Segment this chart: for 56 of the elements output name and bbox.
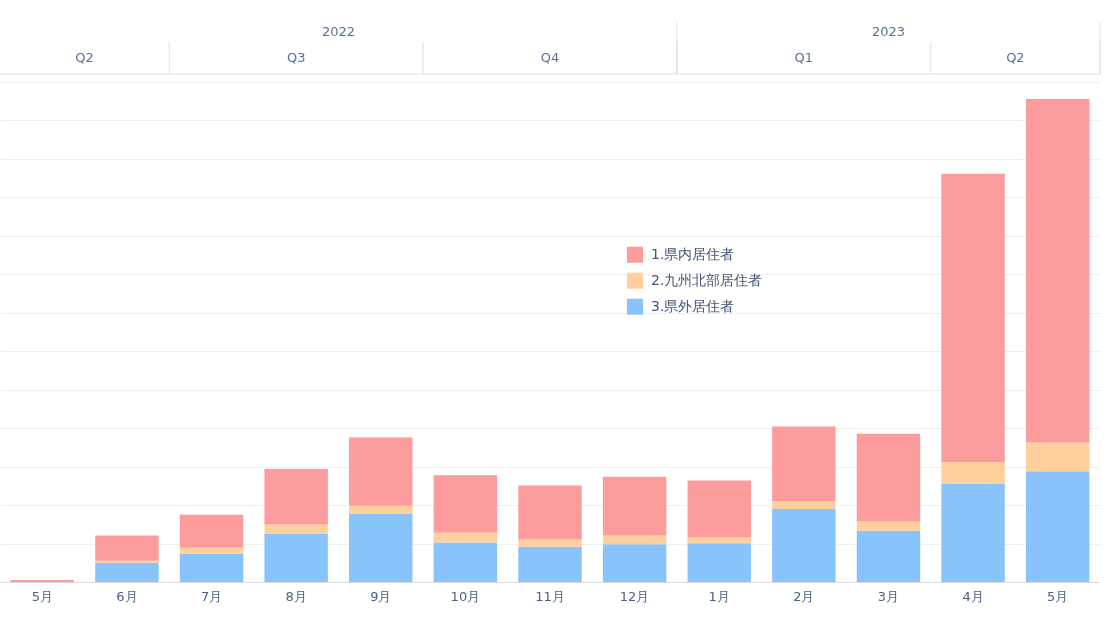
bar xyxy=(349,437,413,506)
bar xyxy=(687,543,751,582)
x-tick-label: 8月 xyxy=(285,588,307,604)
bar xyxy=(1025,442,1090,472)
text: Q3 xyxy=(286,50,306,65)
bar xyxy=(179,514,244,548)
bar xyxy=(941,462,1005,484)
bar xyxy=(1025,471,1090,582)
bar xyxy=(772,509,836,582)
bar xyxy=(772,501,836,510)
bar xyxy=(264,533,328,582)
bar xyxy=(941,483,1005,582)
bar xyxy=(941,173,1005,463)
text: Q2 xyxy=(1006,50,1025,65)
x-tick-label: 9月 xyxy=(370,588,392,604)
bar xyxy=(433,542,498,582)
x-tick-label: 4月 xyxy=(962,588,984,604)
bar xyxy=(602,476,667,536)
bar xyxy=(179,553,244,582)
x-tick-label: 5月 xyxy=(1047,588,1069,604)
x-tick-label: 5月 xyxy=(31,588,53,604)
x-tick-label: 1月 xyxy=(708,588,730,604)
bar xyxy=(602,535,667,545)
x-tick-label: 11月 xyxy=(535,588,565,604)
bar xyxy=(687,480,751,538)
bar xyxy=(856,433,921,522)
bar xyxy=(349,513,413,582)
bar xyxy=(95,562,159,582)
bar xyxy=(1025,98,1090,443)
text: 2023 xyxy=(871,24,906,39)
text: Q2 xyxy=(75,50,94,65)
bar xyxy=(518,485,582,540)
x-tick-label: 2月 xyxy=(793,588,815,604)
bar xyxy=(518,539,582,547)
x-tick-label: 3月 xyxy=(877,588,900,604)
x-tick-label: 12月 xyxy=(619,588,650,604)
bar xyxy=(95,535,159,561)
bar xyxy=(856,530,921,582)
text: 2022 xyxy=(321,24,356,39)
legend-label: 2.九州北部居住者 xyxy=(651,271,763,288)
bar xyxy=(349,505,413,514)
x-tick-label: 6月 xyxy=(116,588,138,604)
bar xyxy=(264,524,328,534)
legend-label: 3.県外居住者 xyxy=(651,297,735,314)
bar xyxy=(856,521,921,531)
text: Q1 xyxy=(794,50,814,65)
bar xyxy=(433,532,498,543)
x-tick-label: 10月 xyxy=(450,588,481,604)
legend-label: 1.県内居住者 xyxy=(651,245,735,262)
bar xyxy=(433,475,498,533)
bar xyxy=(772,426,836,502)
text: Q4 xyxy=(540,50,560,65)
bar xyxy=(264,468,328,525)
x-tick-label: 7月 xyxy=(200,588,223,604)
bar xyxy=(602,544,667,582)
bar xyxy=(518,546,582,582)
